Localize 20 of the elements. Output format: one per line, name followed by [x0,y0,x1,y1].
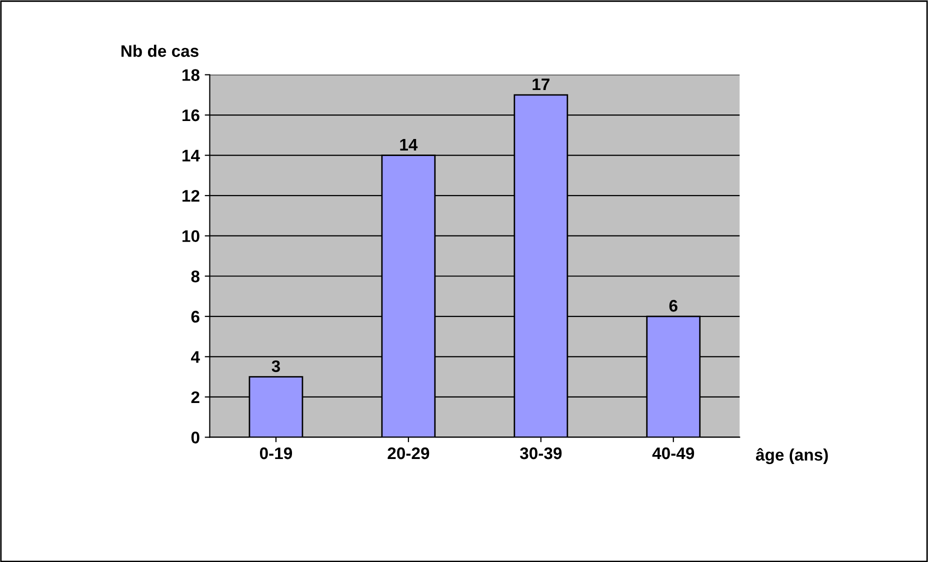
y-tick-label: 6 [191,310,200,323]
y-axis-title: Nb de cas [122,44,198,57]
y-tick-label: 18 [182,69,200,81]
data-label: 14 [400,138,418,150]
y-tick-label: 8 [191,270,200,282]
data-label: 6 [669,300,678,312]
data-label: 17 [532,78,550,90]
x-tick-label: 40-49 [652,447,694,460]
y-tick-label: 2 [191,391,200,403]
y-tick-label: 12 [182,190,200,202]
x-tick-label: 30-39 [520,447,562,460]
y-tick-label: 4 [190,351,200,363]
y-tick-label: 14 [182,150,200,162]
y-tick-label: 0 [191,432,200,444]
x-axis-title: âge (ans) [756,448,828,464]
x-tick-label: 0-19 [260,447,292,460]
y-tick-label: 10 [182,230,200,242]
x-tick-label: 20-29 [388,447,430,460]
data-label: 3 [272,360,280,372]
y-tick-label: 16 [182,109,200,122]
